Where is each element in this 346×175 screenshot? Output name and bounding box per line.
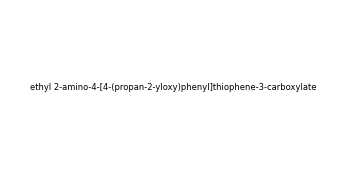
Text: ethyl 2-amino-4-[4-(propan-2-yloxy)phenyl]thiophene-3-carboxylate: ethyl 2-amino-4-[4-(propan-2-yloxy)pheny… bbox=[30, 83, 316, 93]
